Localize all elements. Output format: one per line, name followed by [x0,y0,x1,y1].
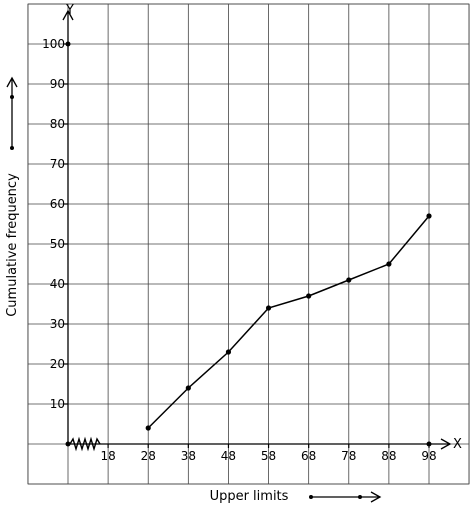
y-axis-arrow-icon [62,9,74,21]
origin-point [65,441,71,447]
y-tick-label: 90 [50,77,65,91]
y-tick-label: 80 [50,117,65,131]
x-axis-letter: X [453,437,462,452]
x-tick-label: 38 [181,449,196,463]
x-tick-label: 48 [221,449,236,463]
y-tick-labels: 10 20 30 40 50 60 70 80 90 100 [42,37,68,411]
y-axis-letter: Y [65,3,74,18]
y-tick-label: 100 [42,37,65,51]
plot-border [27,3,470,485]
y-tick-label: 60 [50,197,65,211]
axes: X Y [62,3,462,452]
axis-break-zigzag-icon [69,436,101,452]
x-tick-label: 28 [141,449,156,463]
y-tick-label: 50 [50,237,65,251]
y-tick-label: 40 [50,277,65,291]
series [145,213,432,431]
data-point [265,305,272,311]
x-tick-labels: 18 28 38 48 58 68 78 88 98 [100,444,437,463]
data-point [145,425,151,431]
data-point [346,277,352,283]
x-direction-arrow-icon [309,491,382,503]
x-tick-label: 78 [341,449,356,463]
x-tick-label: 68 [301,449,316,463]
x-axis-arrow-icon [440,438,452,450]
x-tick-label: 58 [261,449,276,463]
series-line [147,215,430,429]
x-tick-label: 98 [421,449,436,463]
y-axis-label: Cumulative frequency [5,173,20,317]
y-direction-arrow-icon [6,76,18,150]
x-axis-label: Upper limits [210,489,289,504]
x-tick-label: 88 [381,449,396,463]
y-tick-label: 20 [50,357,65,371]
y-tick-label: 30 [50,317,65,331]
data-point [185,385,191,391]
x-tick-label: 18 [100,449,115,463]
data-point [225,349,232,355]
y-tick-label: 10 [50,397,65,411]
data-point [306,293,312,299]
grid [27,3,470,485]
data-point [426,213,432,219]
data-point [386,261,392,267]
y-tick-label: 70 [50,157,65,171]
